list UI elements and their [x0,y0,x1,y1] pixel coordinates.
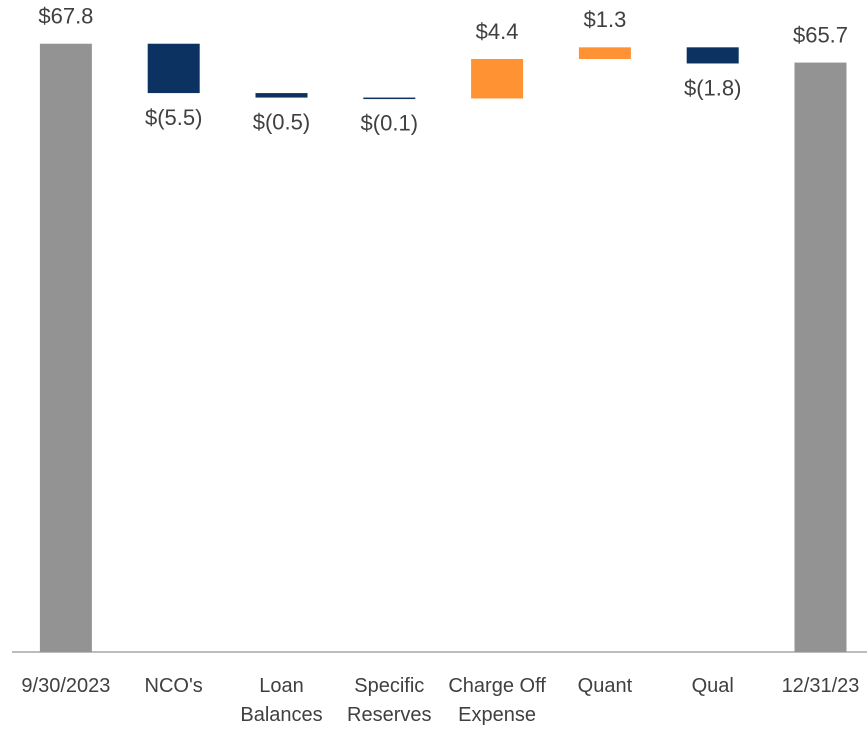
bar [39,43,92,653]
value-label: $1.3 [583,7,626,32]
x-tick-label: 12/31/23 [781,675,860,697]
bar [363,97,416,100]
x-tick-label: Specific Reserves [347,675,432,726]
bar [255,93,308,98]
bar [147,43,200,94]
value-label: $(0.5) [253,109,310,134]
x-tick-label: Quant [577,675,633,697]
value-label: $67.8 [38,4,93,29]
bar [471,58,524,99]
x-tick-label: Qual [691,675,734,697]
value-label: $(1.8) [684,75,741,100]
value-label: $65.7 [793,22,848,47]
bar [578,47,631,59]
bar [686,47,739,64]
value-label: $(0.1) [361,110,418,135]
x-tick-label: NCO's [144,675,203,697]
value-label: $(5.5) [145,105,202,130]
x-tick-label: Loan Balances [240,675,323,726]
value-label: $4.4 [476,19,519,44]
x-tick-label: Charge Off Expense [448,675,546,726]
x-tick-label: 9/30/2023 [21,675,111,697]
bar [794,62,847,652]
